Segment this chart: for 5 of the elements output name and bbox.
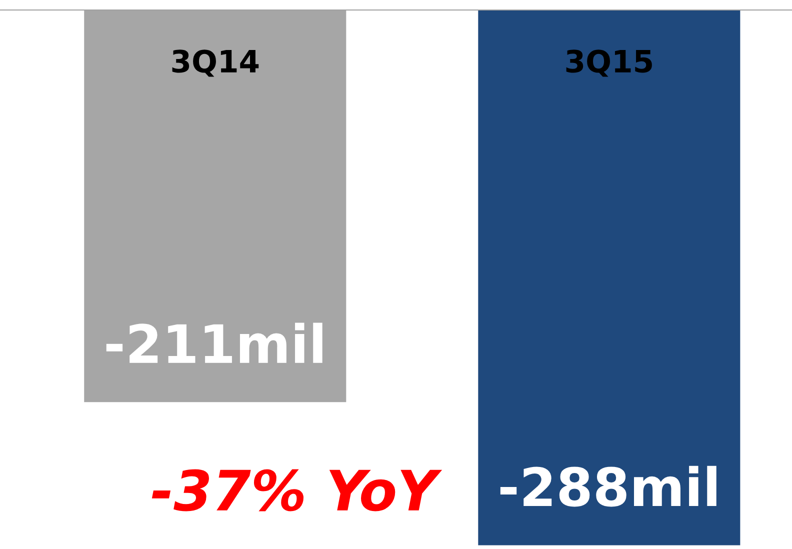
data-label: -211mil bbox=[106, 322, 322, 363]
x-tick-label: 3Q14 bbox=[172, 50, 259, 77]
data-label: -288mil bbox=[500, 466, 716, 507]
x-tick-label: 3Q15 bbox=[566, 50, 652, 77]
annotation: -37% YoY bbox=[152, 469, 442, 512]
